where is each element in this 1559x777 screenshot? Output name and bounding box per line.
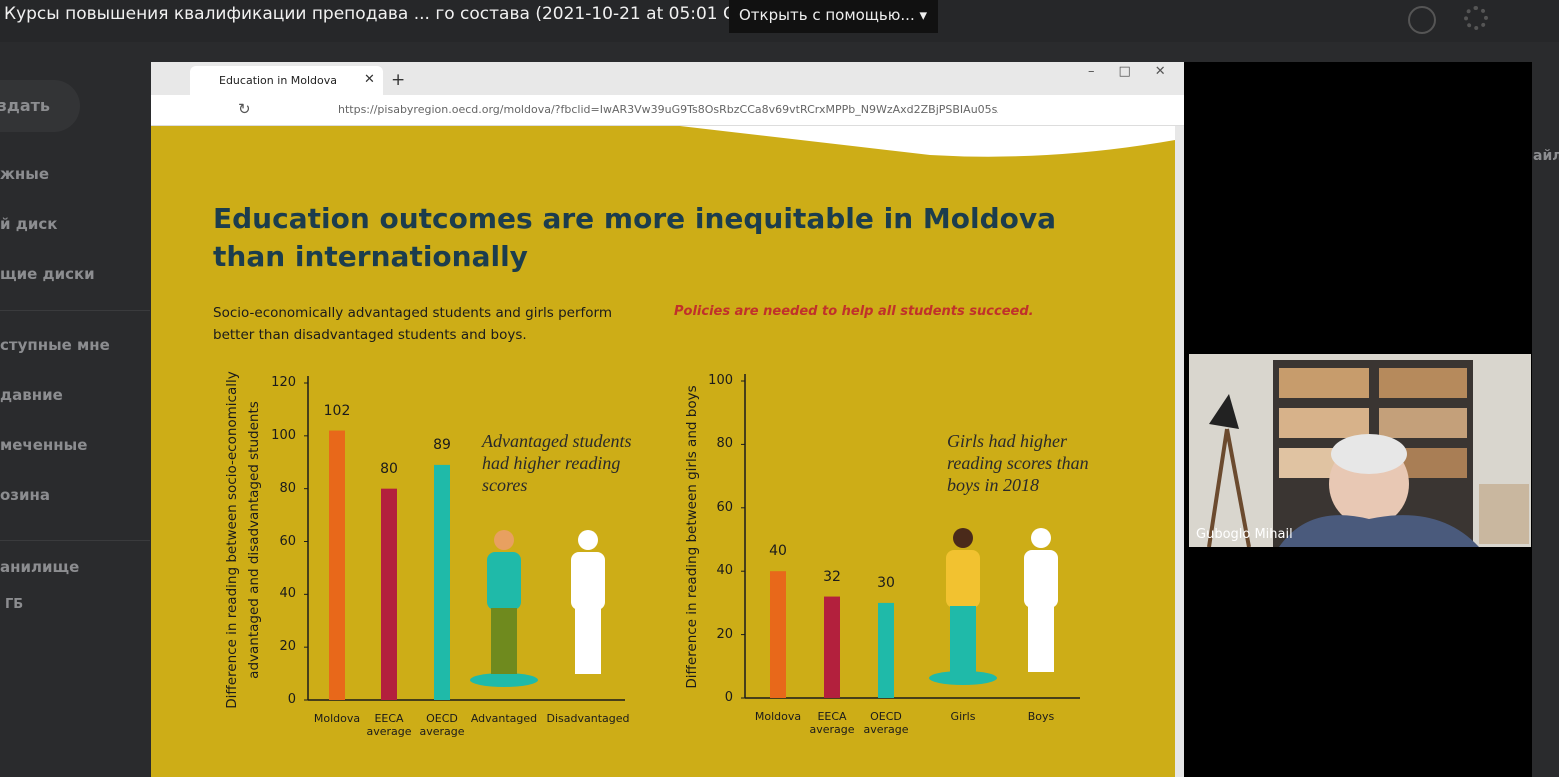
open-with-button[interactable]: Открыть с помощью... ▾ xyxy=(729,0,938,33)
value-label: 89 xyxy=(433,436,451,453)
y-tick-label: 0 xyxy=(724,690,733,705)
figure-legs xyxy=(950,606,976,672)
address-bar xyxy=(151,95,1184,126)
y-axis-label: Difference in reading between girls and … xyxy=(684,385,700,689)
figure-label: Disadvantaged xyxy=(546,712,630,725)
figure-torso xyxy=(1024,550,1058,608)
bar xyxy=(329,430,345,700)
x-tick-label: EECA average xyxy=(809,710,855,736)
value-label: 80 xyxy=(380,460,398,477)
y-tick-label: 40 xyxy=(279,586,296,602)
tab-close[interactable]: ✕ xyxy=(364,72,375,87)
bar xyxy=(878,602,894,698)
sidebar-item: анилище xyxy=(0,558,80,576)
intro: Socio-economically advantaged students a… xyxy=(213,305,612,343)
value-label: 102 xyxy=(323,402,351,419)
sidebar-item: щие диски xyxy=(0,265,95,283)
participant-name: Guboglo Mihail xyxy=(1196,527,1293,542)
figure-torso xyxy=(946,550,980,608)
figure-head xyxy=(578,530,598,550)
x-tick-label: Moldova xyxy=(313,712,361,725)
sidebar-item: меченные xyxy=(0,436,88,454)
y-tick-label: 20 xyxy=(716,626,733,642)
web-content xyxy=(151,126,1175,777)
callout: Policies are needed to help all students… xyxy=(674,304,1034,319)
figure-label: Girls xyxy=(950,710,976,723)
figure-label: Advantaged xyxy=(470,712,538,725)
sidebar-item: озина xyxy=(0,486,51,504)
settings-icon[interactable] xyxy=(1464,6,1488,30)
bar xyxy=(381,488,397,700)
file-title: Курсы повышения квалификации преподава .… xyxy=(4,4,784,24)
value-label: 40 xyxy=(769,543,787,560)
figure-label: Boys xyxy=(1027,710,1055,723)
figure-torso xyxy=(571,552,605,610)
sidebar-item: жные xyxy=(0,165,50,183)
y-tick-label: 60 xyxy=(279,533,296,549)
figure-head xyxy=(1031,528,1051,548)
create-label: здать xyxy=(0,96,50,115)
new-tab[interactable]: + xyxy=(391,70,406,90)
y-tick-label: 40 xyxy=(716,563,733,579)
divider xyxy=(0,540,150,541)
figure-shadow xyxy=(470,673,538,687)
figure-shadow xyxy=(929,671,997,685)
y-tick-label: 80 xyxy=(716,436,733,452)
bar xyxy=(770,571,786,698)
figure-legs xyxy=(491,608,517,674)
url[interactable]: https://pisabyregion.oecd.org/moldova/?f… xyxy=(338,103,998,116)
figure-head xyxy=(953,528,973,548)
y-tick-label: 80 xyxy=(279,480,296,496)
y-tick-label: 60 xyxy=(716,499,733,515)
x-tick-label: Moldova xyxy=(754,710,802,723)
heading: Education outcomes are more inequitable … xyxy=(213,202,1057,273)
tab-title: Education in Moldova xyxy=(219,74,338,87)
value-label: 32 xyxy=(823,568,841,585)
bar xyxy=(824,596,840,698)
divider xyxy=(0,310,150,311)
scrollbar[interactable] xyxy=(1175,126,1184,777)
figure-head xyxy=(494,530,514,550)
annotation: Advantaged students had higher reading s… xyxy=(482,431,632,495)
figure-torso xyxy=(487,552,521,610)
browser-tab[interactable] xyxy=(190,66,383,95)
y-tick-label: 100 xyxy=(708,373,733,388)
y-tick-label: 20 xyxy=(279,639,296,655)
figure-legs xyxy=(575,608,601,674)
annotation: Girls had higher reading scores than boy… xyxy=(947,431,1089,495)
window-controls[interactable]: –□✕ xyxy=(1088,64,1190,79)
value-label: 30 xyxy=(877,574,895,591)
x-tick-label: EECA average xyxy=(366,712,412,738)
sidebar-item: ступные мне xyxy=(0,336,110,354)
reload-button[interactable]: ↻ xyxy=(238,100,251,118)
y-axis-label: Difference in reading between socio-econ… xyxy=(224,371,262,709)
video-feed xyxy=(1189,354,1531,547)
bar xyxy=(434,464,450,700)
wave xyxy=(680,126,1175,157)
open-with-label: Открыть с помощью... xyxy=(739,6,915,24)
clipped-label: айл xyxy=(1533,148,1559,164)
y-tick-label: 0 xyxy=(287,692,296,707)
sidebar-item: й диск xyxy=(0,215,58,233)
x-tick-label: OECD average xyxy=(863,710,909,736)
figure-legs xyxy=(1028,606,1054,672)
create-button[interactable]: здать xyxy=(0,80,80,132)
x-tick-label: OECD average xyxy=(419,712,465,738)
help-icon[interactable] xyxy=(1408,6,1436,34)
sidebar-item: давние xyxy=(0,386,63,404)
y-tick-label: 120 xyxy=(271,375,296,390)
storage-label: ГБ xyxy=(5,597,24,612)
y-tick-label: 100 xyxy=(271,427,296,443)
